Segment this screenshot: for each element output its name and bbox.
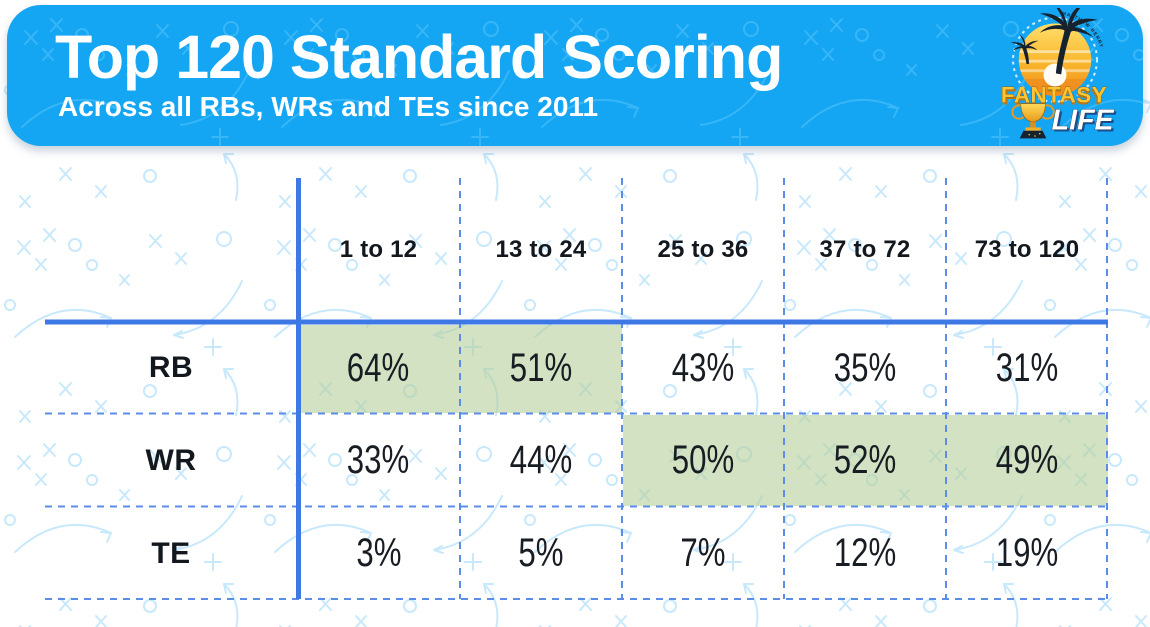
value-text: 33% xyxy=(347,438,410,482)
cell-wr-37to72: 52% xyxy=(784,414,946,507)
row-label-te: TE xyxy=(151,536,191,570)
page-subtitle: Across all RBs, WRs and TEs since 2011 xyxy=(58,91,599,122)
value-text: 19% xyxy=(995,531,1059,575)
cell-te-13to24: 5% xyxy=(460,507,622,600)
header-banner: Top 120 Standard Scoring Across all RBs,… xyxy=(7,5,1143,146)
cell-te-37to72: 12% xyxy=(784,507,946,600)
cell-wr-13to24: 44% xyxy=(460,414,622,507)
logo-wordmark: FANTASY FANTASY LIFE LIFE xyxy=(1001,82,1117,138)
value-text: 3% xyxy=(355,531,402,575)
value-text: 31% xyxy=(995,345,1059,390)
value-text: 64% xyxy=(347,345,410,390)
cell-rb-25to36: 43% xyxy=(622,322,784,414)
value-text: 50% xyxy=(671,438,735,482)
cell-rb-73to120: 31% xyxy=(946,322,1108,414)
cell-wr-25to36: 50% xyxy=(622,414,784,507)
page-title: Top 120 Standard Scoring xyxy=(55,23,783,91)
highlight-wr-25plus xyxy=(623,415,1108,506)
row-label-rb: RB xyxy=(148,351,194,384)
col-header-13to24: 13 to 24 xyxy=(495,236,587,263)
col-header-1to12: 1 to 12 xyxy=(339,236,418,263)
fantasy-wordmark: FANTASY xyxy=(1001,83,1107,108)
row-label-wr: WR xyxy=(145,443,197,477)
trophy-icon xyxy=(1011,103,1055,139)
cell-te-73to120: 19% xyxy=(946,507,1108,600)
cell-wr-73to120: 49% xyxy=(946,414,1108,507)
col-header-73to120: 73 to 120 xyxy=(974,236,1080,263)
col-header-37to72: 37 to 72 xyxy=(819,236,911,263)
cell-te-1to12: 3% xyxy=(297,507,460,600)
life-wordmark: LIFE xyxy=(1052,104,1115,136)
value-text: 5% xyxy=(518,531,564,575)
col-header-25to36: 25 to 36 xyxy=(657,236,749,263)
value-text: 52% xyxy=(833,438,897,482)
scoring-table: 1 to 12 13 to 24 25 to 36 37 to 72 73 to… xyxy=(45,178,1108,600)
value-text: 7% xyxy=(680,531,726,575)
cell-rb-13to24: 51% xyxy=(460,322,622,414)
fantasy-life-logo: MATTHEW BERRY'S xyxy=(993,8,1117,139)
value-text: 35% xyxy=(833,345,897,390)
palm-tree-icon xyxy=(1010,8,1098,75)
cell-te-25to36: 7% xyxy=(622,507,784,600)
value-text: 44% xyxy=(509,438,573,482)
value-text: 51% xyxy=(509,345,573,390)
value-text: 12% xyxy=(833,531,897,575)
value-text: 49% xyxy=(995,438,1059,482)
cell-wr-1to12: 33% xyxy=(297,414,460,507)
cell-rb-37to72: 35% xyxy=(784,322,946,414)
life-wordmark-shadow: LIFE xyxy=(1054,106,1117,138)
header-doodles-pattern xyxy=(7,5,1143,146)
table-cells: 1 to 12 13 to 24 25 to 36 37 to 72 73 to… xyxy=(45,178,1108,600)
cell-rb-1to12: 64% xyxy=(297,322,460,414)
value-text: 43% xyxy=(671,345,735,390)
